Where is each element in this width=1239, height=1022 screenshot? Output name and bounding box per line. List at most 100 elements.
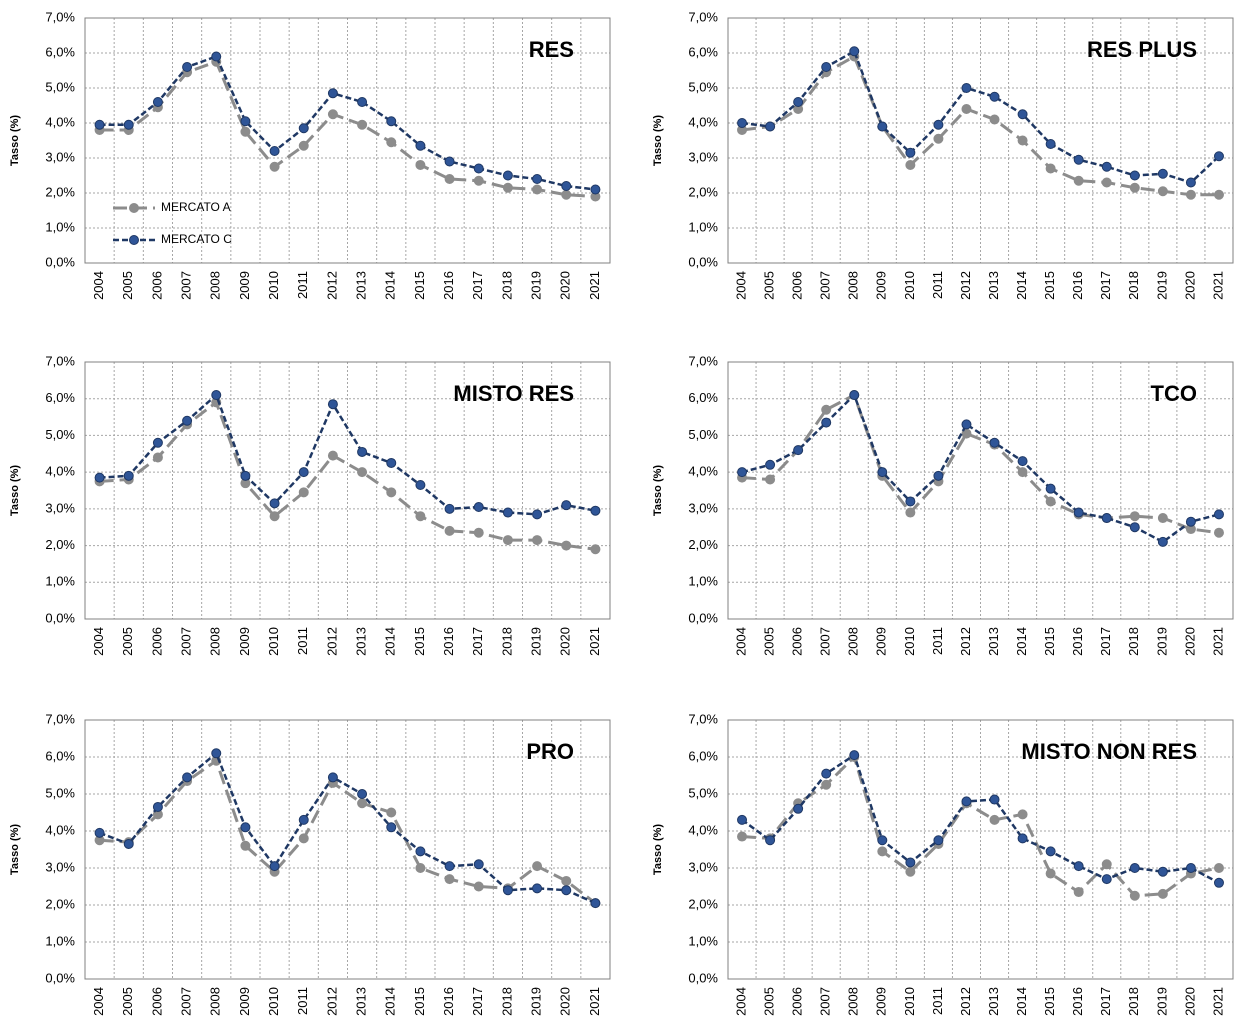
y-tick-label: 6,0% — [45, 44, 75, 59]
data-point — [561, 875, 572, 886]
legend-label: MERCATO C — [161, 232, 232, 246]
series-line — [99, 758, 597, 905]
y-axis-label: Tasso (%) — [9, 824, 21, 875]
data-point — [933, 470, 944, 481]
data-point — [1129, 511, 1140, 522]
x-tick-label: 2013 — [354, 627, 369, 656]
data-point — [152, 437, 163, 448]
data-point — [1157, 866, 1168, 877]
data-point — [737, 814, 748, 825]
x-tick-label: 2018 — [1126, 987, 1141, 1016]
x-tick-label: 2015 — [1042, 627, 1057, 656]
data-point — [1017, 456, 1028, 467]
plot-border — [727, 361, 1234, 620]
plot-border — [84, 361, 611, 620]
chart-title: RES PLUS — [1087, 37, 1197, 62]
data-point — [1213, 877, 1224, 888]
data-point — [905, 160, 916, 170]
x-tick-label: 2008 — [846, 987, 861, 1016]
data-point — [737, 467, 748, 478]
x-tick-label: 2010 — [266, 987, 281, 1016]
chart-title: MISTO RES — [453, 381, 574, 406]
data-point — [933, 119, 944, 130]
data-point — [933, 835, 944, 846]
x-tick-label: 2009 — [237, 987, 252, 1016]
data-point — [502, 885, 513, 896]
data-point — [357, 446, 368, 457]
data-point — [1213, 189, 1224, 200]
data-point — [1129, 182, 1140, 193]
data-point — [1129, 890, 1140, 901]
data-point — [821, 768, 832, 779]
data-point — [386, 116, 397, 127]
y-axis-label: Tasso (%) — [652, 824, 664, 875]
data-point — [765, 121, 776, 132]
x-tick-label: 2011 — [295, 627, 310, 655]
data-point — [211, 748, 222, 759]
data-point — [765, 474, 776, 485]
y-tick-label: 3,0% — [45, 500, 75, 515]
data-point — [933, 133, 944, 144]
data-point — [1129, 863, 1140, 873]
x-tick-label: 2008 — [208, 271, 223, 300]
data-point — [905, 866, 916, 877]
data-point — [1073, 175, 1084, 186]
data-point — [123, 470, 134, 481]
x-tick-label: 2004 — [91, 987, 106, 1016]
data-point — [1129, 170, 1140, 181]
x-tick-label: 2014 — [1014, 987, 1029, 1016]
data-point — [502, 507, 513, 518]
y-tick-label: 7,0% — [45, 9, 75, 24]
x-tick-label: 2019 — [529, 987, 544, 1016]
data-point — [269, 498, 280, 509]
data-point — [1213, 509, 1224, 520]
data-point — [269, 861, 280, 872]
x-tick-label: 2007 — [179, 271, 194, 300]
data-point — [1157, 888, 1168, 899]
chart-title: TCO — [1151, 381, 1197, 406]
x-tick-label: 2020 — [1182, 271, 1197, 300]
y-tick-label: 6,0% — [688, 390, 718, 405]
y-tick-label: 0,0% — [688, 610, 718, 625]
data-point — [590, 544, 601, 555]
data-point — [211, 51, 222, 62]
x-tick-label: 2014 — [1014, 627, 1029, 656]
x-tick-label: 2012 — [958, 271, 973, 300]
data-point — [905, 857, 916, 868]
x-tick-label: 2013 — [354, 987, 369, 1016]
data-point — [1045, 483, 1056, 494]
x-tick-label: 2011 — [295, 987, 310, 1015]
x-tick-label: 2015 — [412, 271, 427, 300]
data-point — [1185, 516, 1196, 527]
x-tick-label: 2006 — [790, 987, 805, 1016]
x-tick-label: 2008 — [846, 627, 861, 656]
data-point — [1157, 186, 1168, 197]
data-point — [1045, 868, 1056, 879]
data-point — [532, 861, 543, 872]
data-point — [737, 831, 748, 842]
data-point — [1073, 861, 1084, 872]
data-point — [415, 863, 426, 873]
y-tick-label: 3,0% — [45, 149, 75, 164]
data-point — [386, 487, 397, 498]
x-tick-label: 2017 — [1098, 987, 1113, 1016]
data-point — [561, 189, 572, 200]
data-point — [1045, 846, 1056, 857]
data-point — [793, 445, 804, 456]
data-point — [905, 507, 916, 518]
data-point — [357, 119, 368, 130]
y-tick-label: 1,0% — [688, 219, 718, 234]
y-tick-label: 1,0% — [45, 219, 75, 234]
x-tick-label: 2011 — [930, 271, 945, 299]
data-point — [590, 505, 601, 516]
data-point — [298, 487, 309, 498]
data-point — [590, 184, 601, 195]
data-point — [327, 399, 338, 410]
data-point — [1101, 177, 1112, 188]
x-tick-label: 2006 — [149, 987, 164, 1016]
data-point — [877, 846, 888, 857]
legend-label: MERCATO A — [161, 200, 231, 214]
data-point — [502, 535, 513, 546]
x-tick-label: 2012 — [324, 987, 339, 1016]
x-tick-label: 2005 — [120, 271, 135, 300]
